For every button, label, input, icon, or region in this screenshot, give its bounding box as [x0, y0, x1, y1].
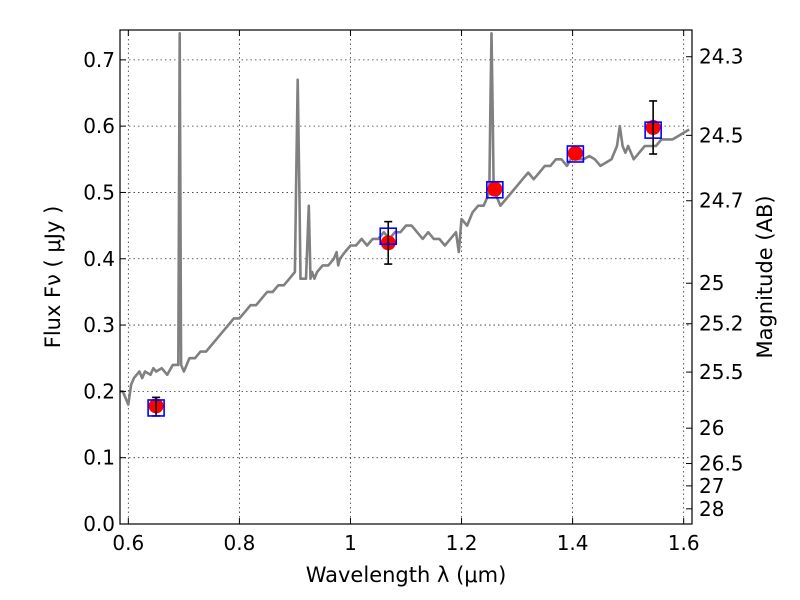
y-tick-label: 0.0 [83, 512, 115, 536]
magnitude-tick-label: 25.2 [699, 312, 744, 336]
y-tick-label: 0.5 [83, 180, 115, 204]
y-tick-label: 0.2 [83, 379, 115, 403]
magnitude-tick-label: 26.5 [699, 452, 744, 476]
magnitude-tick-label: 24.3 [699, 45, 744, 69]
model-photometry-square [147, 399, 165, 417]
model-photometry-square [566, 145, 585, 163]
model-photometry-square [379, 227, 398, 246]
model-photometry-square [486, 181, 504, 199]
y-tick-label: 0.3 [83, 313, 115, 337]
plot-frame [119, 29, 693, 525]
magnitude-tick-label: 26 [699, 416, 724, 440]
grid-layer [120, 30, 692, 525]
points-layer [147, 100, 662, 417]
magnitude-tick-label: 24.7 [699, 189, 744, 213]
photometry-point [567, 145, 583, 161]
photometry-point [487, 181, 503, 197]
x-tick-label: 0.6 [112, 531, 144, 555]
ticks-layer: 0.6 0.8 1 1.2 1.4 1.6 0.0 0.1 0.2 0.3 0.4 0.5 0.6 0.7… [83, 30, 744, 555]
y-axis-label: Flux Fν ( μJy ) [41, 206, 65, 349]
y-tick-label: 0.1 [83, 446, 115, 470]
magnitude-tick-label: 27 [699, 474, 724, 498]
y-tick-label: 0.6 [83, 114, 115, 138]
x-tick-label: 1.6 [668, 531, 700, 555]
spectrum-line [120, 31, 690, 406]
x-tick-label: 0.8 [223, 531, 255, 555]
x-tick-label: 1.2 [446, 531, 478, 555]
x-tick-label: 1.4 [557, 531, 589, 555]
magnitude-axis-label: Magnitude (AB) [753, 195, 777, 358]
y-tick-label: 0.4 [83, 247, 115, 271]
magnitude-tick-label: 25.5 [699, 360, 744, 384]
spectrum-layer [120, 31, 690, 406]
magnitude-tick-label: 24.5 [699, 123, 744, 147]
model-photometry-square [644, 121, 662, 139]
y-tick-label: 0.7 [83, 48, 115, 72]
magnitude-tick-label: 25 [699, 271, 724, 295]
x-axis-label: Wavelength λ (μm) [306, 563, 507, 587]
magnitude-tick-label: 28 [699, 497, 724, 521]
x-tick-label: 1 [344, 531, 357, 555]
